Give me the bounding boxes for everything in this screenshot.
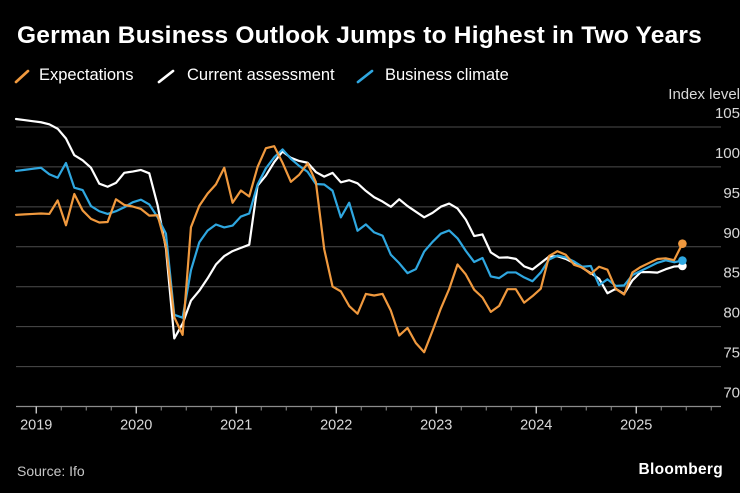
svg-text:2021: 2021 [220,418,252,434]
svg-text:2020: 2020 [120,418,152,434]
svg-text:2025: 2025 [620,418,652,434]
svg-text:2019: 2019 [20,418,52,434]
svg-text:85: 85 [723,265,740,282]
svg-text:80: 80 [723,305,740,322]
svg-text:75: 75 [723,345,740,362]
svg-text:70: 70 [723,385,740,402]
svg-text:90: 90 [723,225,740,242]
svg-text:Index level: Index level [668,86,740,103]
svg-text:2024: 2024 [520,418,552,434]
svg-text:105: 105 [715,105,740,122]
svg-text:100: 100 [715,145,740,162]
svg-text:2023: 2023 [420,418,452,434]
svg-text:95: 95 [723,185,740,202]
svg-text:2022: 2022 [320,418,352,434]
